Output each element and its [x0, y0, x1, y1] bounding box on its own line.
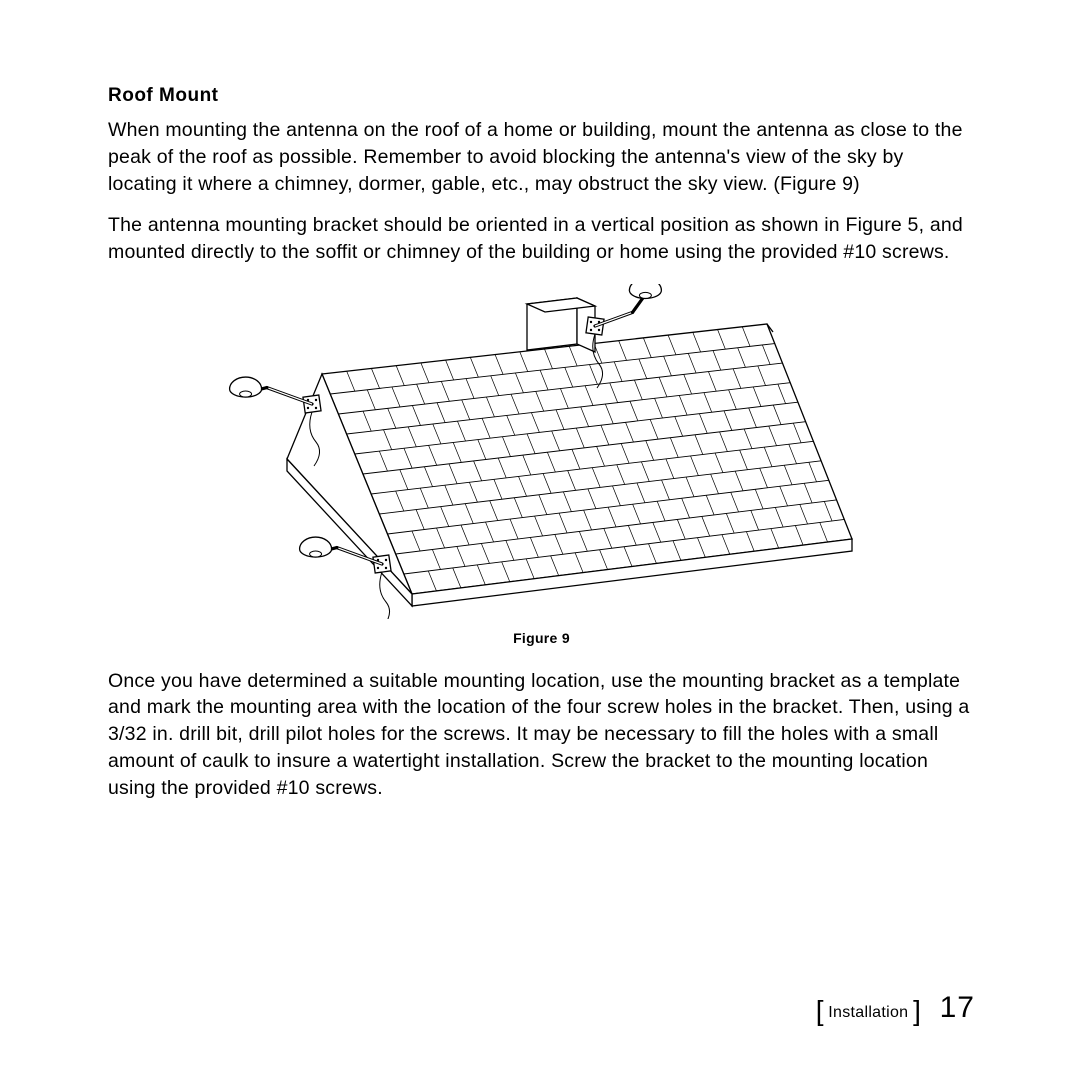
page-footer: [ Installation ] 17 — [816, 991, 975, 1025]
bracket-close: ] — [913, 995, 921, 1026]
figure-9 — [108, 284, 975, 624]
paragraph-1: When mounting the antenna on the roof of… — [108, 117, 975, 198]
page-number: 17 — [940, 991, 975, 1024]
paragraph-2: The antenna mounting bracket should be o… — [108, 212, 975, 266]
paragraph-3: Once you have determined a suitable moun… — [108, 668, 975, 803]
roof-mount-diagram — [212, 284, 872, 624]
footer-section-label: Installation — [828, 1004, 908, 1021]
section-heading: Roof Mount — [108, 85, 975, 107]
figure-caption: Figure 9 — [108, 630, 975, 646]
bracket-open: [ — [816, 995, 824, 1026]
